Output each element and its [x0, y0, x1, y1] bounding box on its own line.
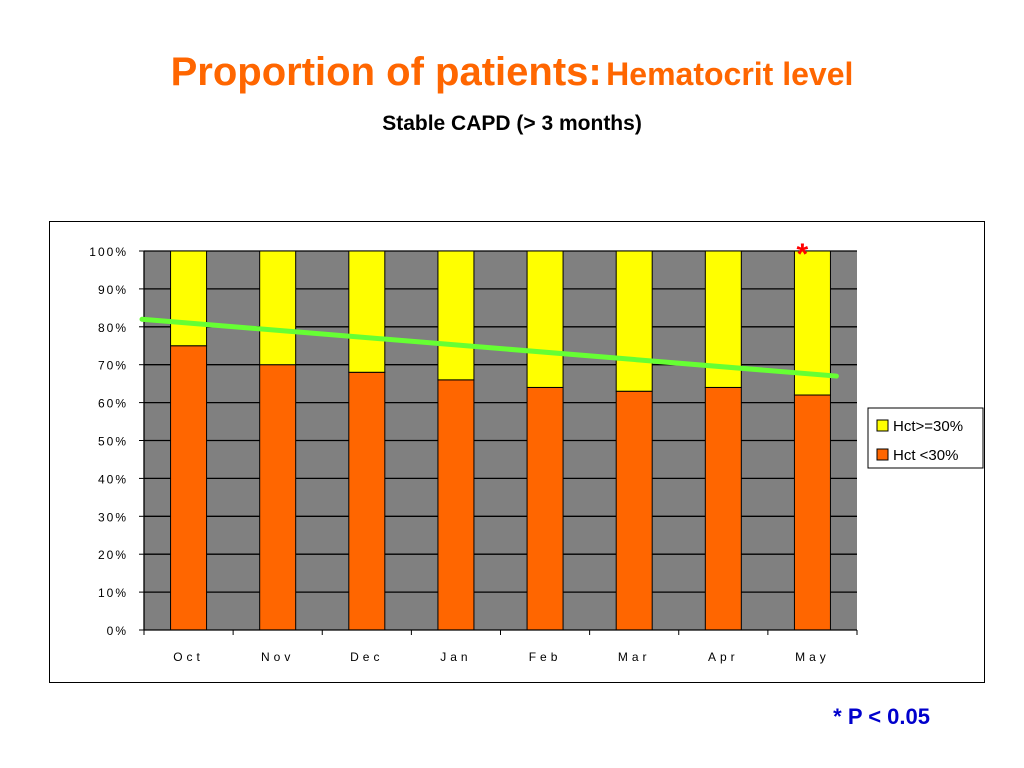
- bar-hct-low-mar: [615, 390, 653, 631]
- bar-hct-high-nov: [259, 250, 297, 366]
- x-tick-label: Feb: [529, 650, 562, 664]
- bar-hct-low-may: [793, 394, 831, 631]
- x-tick-label: Mar: [618, 650, 651, 664]
- legend-swatch: [876, 419, 889, 432]
- legend: Hct>=30% Hct <30%: [867, 407, 984, 469]
- y-tick-label: 20%: [98, 548, 128, 562]
- legend-label: Hct <30%: [893, 447, 958, 464]
- title-main: Proportion of patients:: [170, 50, 602, 94]
- x-tick-label: Dec: [350, 650, 383, 664]
- x-tick-label: Nov: [261, 650, 294, 664]
- x-tick-label: Apr: [708, 650, 739, 664]
- significance-asterisk: *: [796, 238, 808, 271]
- bar-hct-low-oct: [170, 345, 208, 631]
- bar-hct-high-mar: [615, 250, 653, 392]
- y-tick-label: 30%: [98, 510, 128, 524]
- y-tick-label: 40%: [98, 472, 128, 486]
- x-tick-label: May: [795, 650, 830, 664]
- trendline: [139, 316, 839, 379]
- legend-label: Hct>=30%: [893, 418, 963, 435]
- y-tick-label: 60%: [98, 397, 128, 411]
- bar-hct-low-jan: [437, 379, 475, 631]
- significance-footnote: * P < 0.05: [833, 704, 930, 729]
- y-tick-label: 70%: [98, 359, 128, 373]
- x-tick-label: Jan: [440, 650, 471, 664]
- y-tick-label: 90%: [98, 283, 128, 297]
- bar-hct-high-feb: [526, 250, 564, 388]
- bar-hct-low-apr: [704, 386, 742, 631]
- title-sub: Hematocrit level: [606, 56, 854, 92]
- y-tick-label: 10%: [98, 586, 128, 600]
- bar-hct-high-dec: [348, 250, 386, 373]
- bar-hct-high-oct: [170, 250, 208, 347]
- y-tick-label: 80%: [98, 321, 128, 335]
- bar-hct-low-dec: [348, 371, 386, 631]
- page-title: Proportion of patients: Hematocrit level: [0, 50, 1024, 95]
- bar-hct-low-nov: [259, 364, 297, 631]
- bar-hct-high-jan: [437, 250, 475, 381]
- chart-subtitle: Stable CAPD (> 3 months): [382, 112, 642, 135]
- bar-hct-low-feb: [526, 386, 564, 631]
- y-tick-label: 0%: [107, 624, 128, 638]
- y-tick-label: 100%: [89, 245, 128, 259]
- legend-swatch: [876, 448, 889, 461]
- y-tick-label: 50%: [98, 435, 128, 449]
- x-tick-label: Oct: [173, 650, 204, 664]
